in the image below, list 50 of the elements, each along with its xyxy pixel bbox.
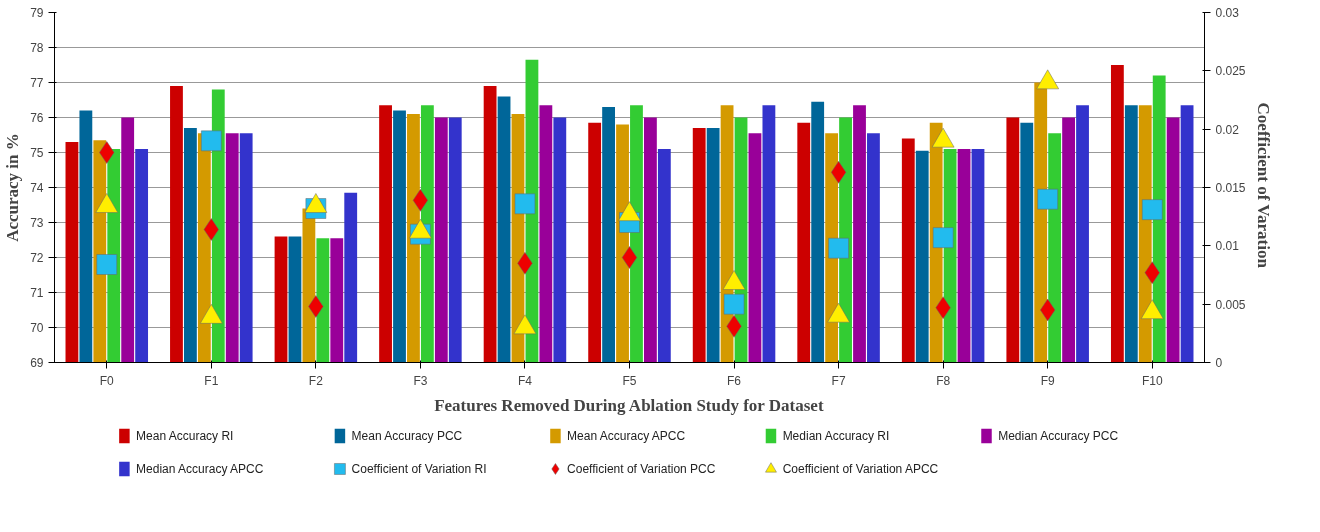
x-tick-label: F0 (99, 373, 115, 388)
x-axis-title: Features Removed During Ablation Study for Dataset (434, 395, 824, 415)
x-tick-label: F8 (936, 373, 951, 388)
y2-tick-label: 0.03 (1215, 6, 1240, 20)
point (723, 293, 745, 315)
point (828, 237, 849, 259)
legend-label: Coefficient of Variation APCC (782, 461, 939, 476)
x-tick-label: F4 (517, 373, 533, 388)
y-tick-label: 70 (30, 321, 44, 335)
x-tick-label: F5 (622, 373, 637, 388)
y2-tick-label: 0.025 (1215, 64, 1246, 79)
y-tick-label: 75 (30, 146, 44, 160)
point (96, 254, 118, 275)
y-tick-label: 78 (30, 41, 44, 55)
y-tick-label: 79 (30, 6, 44, 20)
legend-label: Coefficient of Variation RI (351, 461, 487, 476)
y-axis-title: Accuracy in % (3, 133, 23, 242)
y2-tick-label: 0.005 (1215, 297, 1246, 312)
x-tick-label: F7 (831, 373, 846, 388)
x-tick-label: F2 (308, 373, 324, 388)
x-tick-label: F9 (1040, 373, 1056, 388)
legend-label: Mean Accuracy PCC (351, 428, 463, 443)
point (514, 193, 536, 215)
point (1141, 199, 1163, 220)
legend-label: Coefficient of Variation PCC (567, 461, 716, 476)
y2-axis-title: Coefficient of Varation (1253, 102, 1273, 269)
y2-tick-label: 0.02 (1215, 122, 1240, 137)
y-tick-label: 77 (30, 76, 44, 90)
y-tick-label: 69 (30, 356, 44, 370)
x-tick-label: F1 (204, 373, 219, 388)
y2-tick-label: 0 (1215, 356, 1223, 370)
legend-label: Mean Accuracy APCC (567, 428, 686, 443)
legend-label: Median Accuracy RI (782, 428, 890, 443)
legend-label: Mean Accuracy RI (136, 428, 234, 443)
x-tick-label: F3 (413, 373, 428, 388)
y-tick-label: 71 (30, 286, 44, 300)
y-tick-label: 72 (30, 251, 44, 265)
y-tick-label: 76 (30, 111, 44, 125)
point (932, 227, 954, 248)
x-tick-label: F10 (1141, 373, 1163, 388)
legend-label: Median Accuracy APCC (136, 461, 264, 476)
y-tick-label: 73 (30, 216, 44, 230)
point (1037, 188, 1058, 210)
point (621, 246, 638, 269)
y2-tick-label: 0.01 (1215, 239, 1240, 254)
y-tick-label: 74 (30, 181, 44, 195)
x-tick-label: F6 (727, 373, 742, 388)
y2-tick-label: 0.015 (1215, 181, 1246, 195)
point (201, 130, 222, 152)
legend-label: Median Accuracy PCC (998, 428, 1119, 443)
